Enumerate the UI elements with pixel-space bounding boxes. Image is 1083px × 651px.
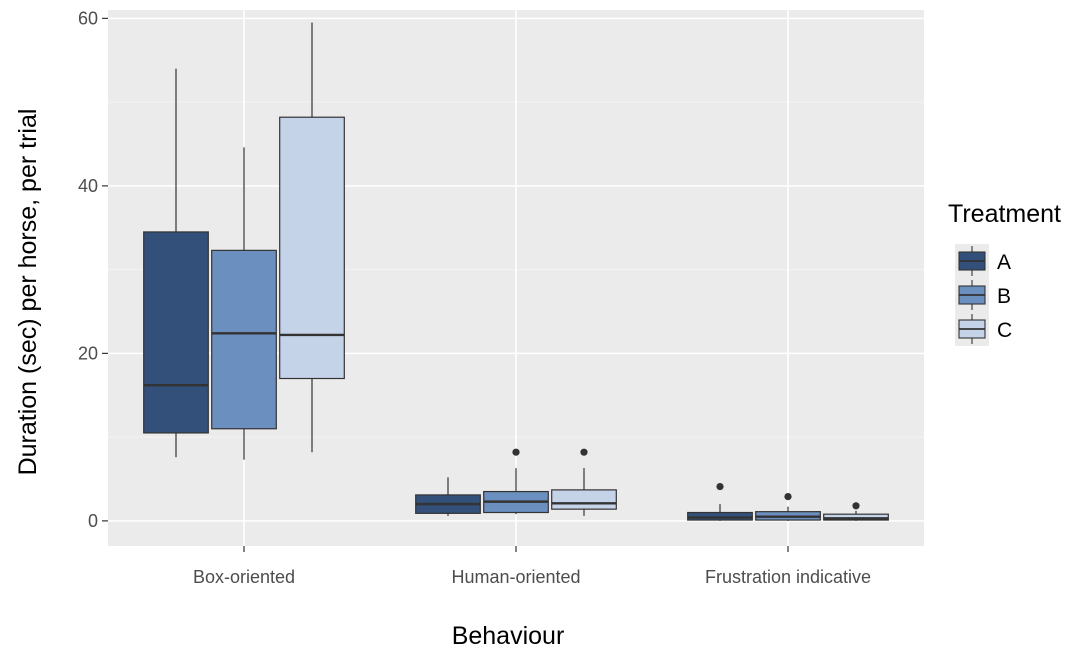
- box-C-2: [823, 502, 889, 521]
- outlier-point: [716, 482, 724, 491]
- outlier-point: [852, 502, 860, 510]
- outlier-point: [512, 448, 520, 456]
- box-body: [823, 513, 889, 521]
- y-axis: 0 20 40 60: [78, 8, 108, 531]
- box-C-1: [551, 448, 617, 516]
- box-A-1: [415, 477, 481, 516]
- legend-label-A: A: [997, 251, 1011, 274]
- box-B-2: [755, 492, 821, 521]
- y-tick-label: 60: [78, 8, 98, 28]
- box-body: [687, 511, 753, 521]
- box-A-2: [687, 482, 753, 521]
- legend: Treatment ABC: [948, 200, 1061, 346]
- legend-title: Treatment: [948, 200, 1061, 228]
- x-axis: Box-oriented Human-oriented Frustration in…: [193, 546, 871, 587]
- box-B-1: [483, 448, 549, 515]
- box-C-0: [279, 22, 345, 453]
- x-tick-label: Box-oriented: [193, 567, 295, 587]
- box-A-0: [143, 68, 209, 458]
- outlier-point: [580, 448, 588, 456]
- grid-major: [108, 10, 924, 546]
- legend-key-B: [955, 278, 989, 312]
- y-tick-label: 0: [88, 511, 98, 531]
- box-body: [279, 116, 345, 380]
- legend-key-C: [955, 312, 989, 346]
- y-axis-title: Duration (sec) per horse, per trial: [14, 109, 42, 476]
- x-axis-title: Behaviour: [452, 622, 565, 650]
- y-tick-label: 40: [78, 176, 98, 196]
- box-body: [551, 489, 617, 510]
- x-tick-label: Human-oriented: [451, 567, 580, 587]
- boxes: [143, 22, 889, 521]
- legend-label-B: B: [997, 285, 1011, 308]
- legend-label-C: C: [997, 319, 1012, 342]
- box-body: [143, 231, 209, 434]
- legend-key-A: [955, 244, 989, 278]
- box-B-0: [211, 147, 277, 460]
- outlier-point: [784, 492, 792, 501]
- y-tick-label: 20: [78, 343, 98, 363]
- x-tick-label: Frustration indicative: [705, 567, 871, 587]
- box-body: [211, 249, 277, 430]
